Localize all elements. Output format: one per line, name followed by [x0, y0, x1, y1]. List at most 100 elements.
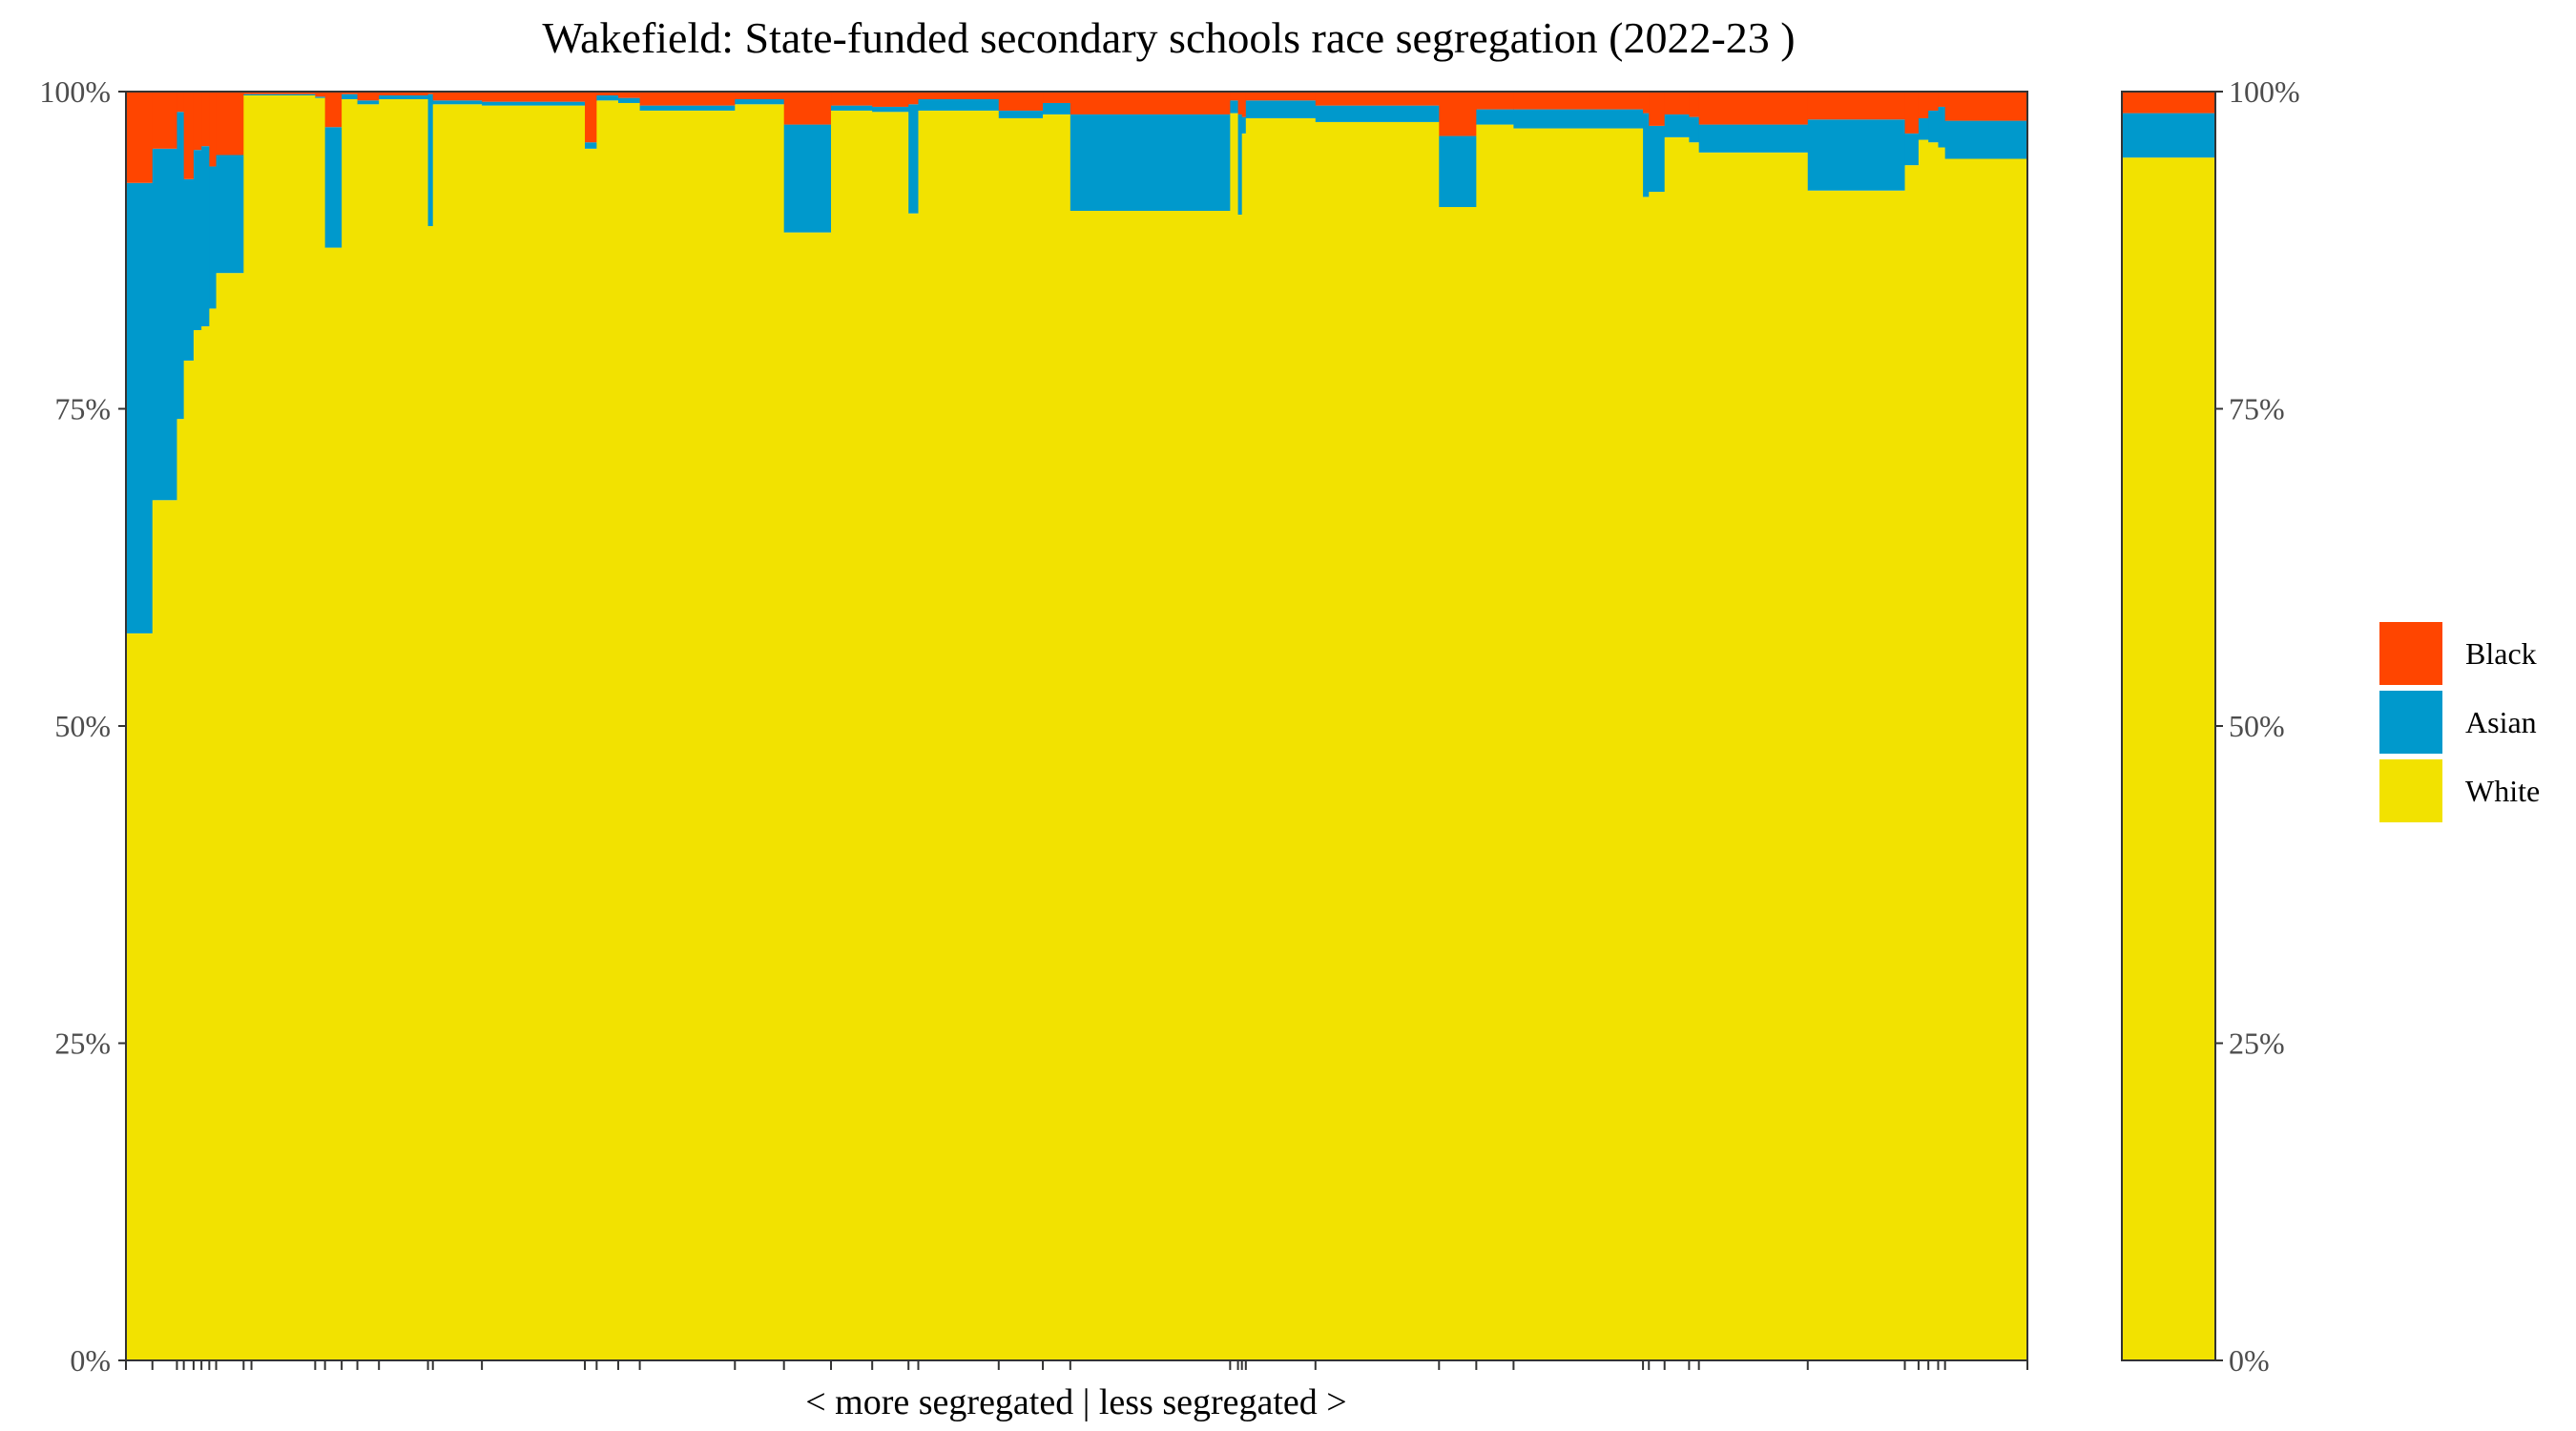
- bar-school-35-white: [1245, 117, 1317, 1360]
- right-y-axis: 0% 25% 50% 75% 100%: [2215, 74, 2300, 1378]
- bar-school-16-asian: [427, 93, 434, 226]
- total-bar-panel: [2122, 92, 2215, 1360]
- bar-school-4-asian: [183, 178, 195, 361]
- bar-school-20-white: [596, 100, 619, 1360]
- bar-school-14-white: [357, 104, 380, 1360]
- bar-total-asian: [2122, 113, 2215, 158]
- bar-school-5-black: [193, 92, 202, 151]
- bar-school-28-white: [918, 110, 1000, 1361]
- bar-school-23-asian: [735, 98, 785, 105]
- bar-school-9-white: [243, 94, 253, 1361]
- bar-school-41-asian: [1649, 125, 1666, 193]
- bar-school-33-asian: [1237, 114, 1243, 216]
- bar-school-3-black: [177, 92, 185, 113]
- legend-swatch-asian: [2379, 691, 2442, 754]
- left-tick-label: 50%: [54, 709, 111, 743]
- bar-school-11-black: [315, 92, 326, 97]
- bar-school-7-black: [209, 92, 218, 167]
- bar-school-47-asian: [1918, 117, 1929, 140]
- bar-school-12-black: [324, 92, 343, 128]
- bar-school-38-black: [1476, 92, 1515, 110]
- bar-school-26-white: [872, 112, 909, 1360]
- bar-school-45-white: [1807, 190, 1906, 1361]
- bar-school-26-black: [872, 92, 909, 107]
- legend-label-black: Black: [2465, 636, 2537, 671]
- bar-school-25-asian: [831, 105, 873, 111]
- bar-school-29-black: [998, 92, 1044, 111]
- bar-school-40-white: [1643, 197, 1650, 1360]
- bar-school-44-asian: [1698, 124, 1809, 153]
- bar-school-48-white: [1928, 142, 1940, 1361]
- bar-school-17-white: [432, 104, 483, 1360]
- bar-school-31-black: [1070, 92, 1231, 114]
- bar-school-37-white: [1439, 207, 1477, 1360]
- bar-total-black: [2122, 92, 2215, 114]
- bar-school-42-white: [1664, 136, 1690, 1360]
- bar-school-50-black: [1944, 92, 2028, 121]
- bar-school-13-white: [342, 98, 359, 1361]
- bar-school-17-asian: [432, 100, 483, 105]
- bar-school-33-white: [1237, 215, 1243, 1360]
- x-axis-label: < more segregated | less segregated >: [805, 1382, 1346, 1422]
- right-tick-label: 25%: [2229, 1027, 2285, 1061]
- bar-school-42-asian: [1664, 114, 1690, 137]
- bar-school-28-asian: [918, 98, 1000, 111]
- bar-school-3-white: [177, 419, 185, 1360]
- bar-school-2-black: [152, 92, 178, 149]
- bar-school-25-white: [831, 110, 873, 1361]
- bar-school-3-asian: [177, 112, 185, 420]
- bar-school-48-black: [1928, 92, 1940, 111]
- bar-school-49-black: [1938, 92, 1946, 107]
- bar-school-30-asian: [1043, 102, 1071, 114]
- bar-school-40-black: [1643, 92, 1650, 114]
- bar-school-17-black: [432, 92, 483, 101]
- bar-school-10-asian: [251, 93, 316, 95]
- bar-school-4-black: [183, 92, 195, 179]
- bar-school-15-asian: [379, 94, 429, 99]
- bar-school-27-black: [908, 92, 920, 105]
- bar-school-49-asian: [1938, 106, 1946, 148]
- bar-school-18-asian: [482, 101, 586, 106]
- bar-school-45-asian: [1807, 119, 1906, 191]
- bar-school-39-asian: [1513, 109, 1644, 129]
- right-tick-label: 50%: [2229, 709, 2285, 743]
- bar-school-43-asian: [1689, 116, 1700, 143]
- bar-school-29-asian: [998, 110, 1044, 118]
- bar-school-8-asian: [216, 155, 244, 274]
- bar-school-48-asian: [1928, 110, 1940, 143]
- bar-school-50-white: [1944, 158, 2028, 1361]
- bar-school-22-white: [639, 110, 736, 1361]
- bar-school-31-asian: [1070, 114, 1231, 212]
- bar-school-16-white: [427, 225, 434, 1361]
- legend-label-white: White: [2465, 774, 2540, 808]
- bar-school-37-black: [1439, 92, 1477, 136]
- bar-school-22-black: [639, 92, 736, 106]
- bar-school-35-asian: [1245, 100, 1317, 118]
- bar-school-10-black: [251, 92, 316, 94]
- bar-school-27-asian: [908, 104, 920, 214]
- bar-school-7-asian: [209, 166, 218, 309]
- bar-school-36-black: [1315, 92, 1440, 106]
- bar-school-20-black: [596, 92, 619, 95]
- bar-school-2-white: [152, 500, 178, 1360]
- bar-school-40-asian: [1643, 113, 1650, 197]
- left-tick-label: 100%: [39, 74, 111, 109]
- bar-school-43-white: [1689, 142, 1700, 1361]
- bar-school-4-white: [183, 360, 195, 1361]
- bar-school-5-white: [193, 330, 202, 1360]
- bar-school-21-asian: [617, 97, 641, 103]
- legend-swatch-black: [2379, 622, 2442, 685]
- bar-school-46-asian: [1904, 133, 1920, 166]
- bar-school-13-asian: [342, 93, 359, 99]
- bar-school-12-asian: [324, 127, 343, 248]
- bar-school-25-black: [831, 92, 873, 106]
- bar-school-19-black: [585, 92, 597, 143]
- bar-school-15-white: [379, 98, 429, 1361]
- bar-school-46-white: [1904, 165, 1920, 1360]
- bar-school-2-asian: [152, 148, 178, 501]
- bar-school-24-black: [783, 92, 832, 125]
- bar-school-42-black: [1664, 92, 1690, 114]
- bar-school-38-white: [1476, 124, 1515, 1361]
- left-tick-label: 0%: [70, 1343, 111, 1378]
- bar-school-29-white: [998, 117, 1044, 1360]
